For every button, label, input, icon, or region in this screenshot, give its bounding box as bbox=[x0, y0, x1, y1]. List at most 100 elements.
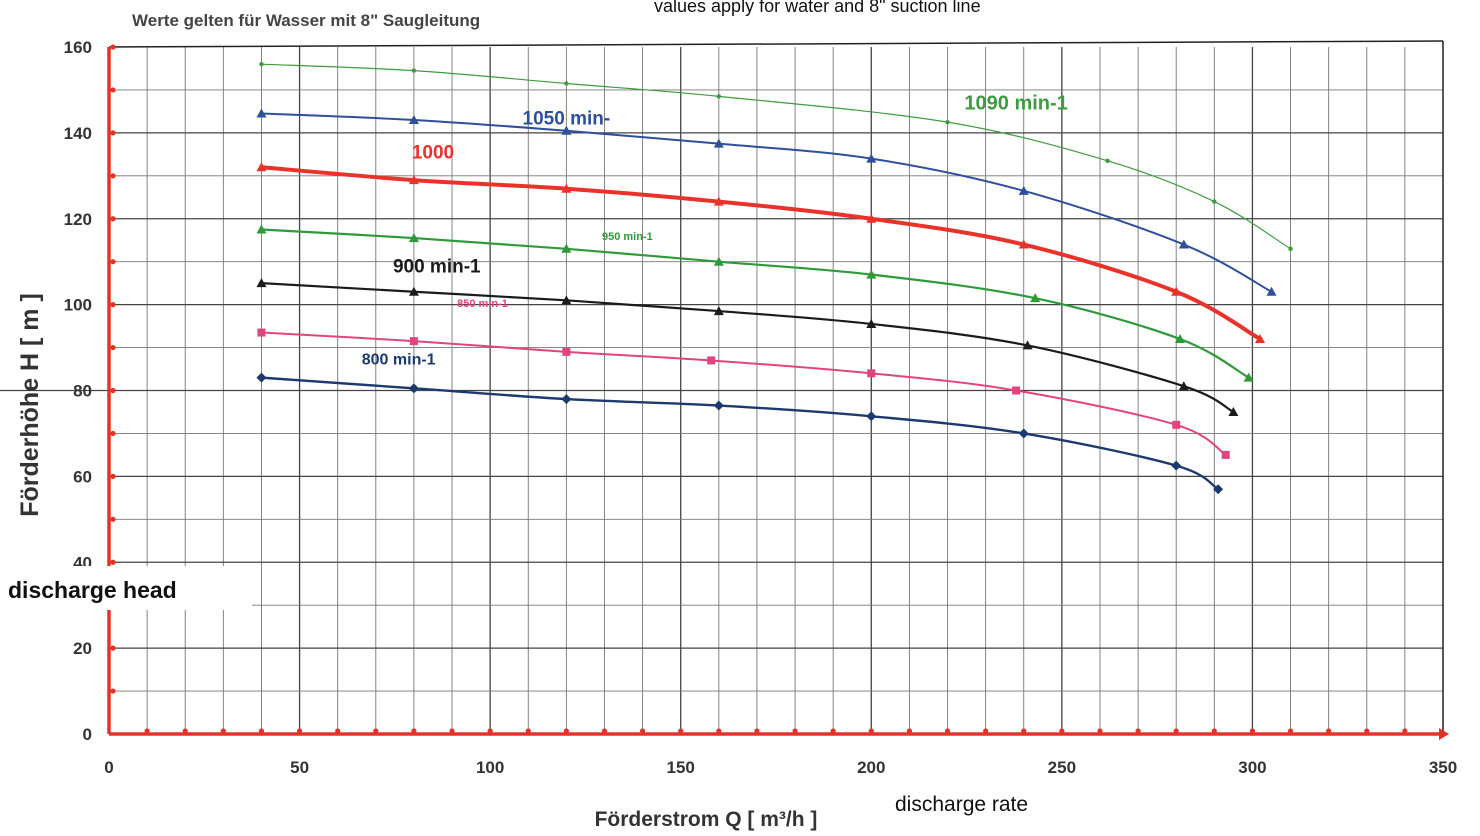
x-axis-tick-dot bbox=[411, 728, 417, 734]
data-point bbox=[408, 175, 419, 185]
data-point bbox=[1105, 158, 1110, 163]
data-point bbox=[1243, 372, 1254, 382]
x-axis-tick-dot bbox=[678, 728, 684, 734]
x-axis-tick-dot bbox=[1402, 728, 1408, 734]
series-line bbox=[261, 112, 1272, 293]
data-point bbox=[1221, 450, 1230, 459]
x-tick-label: 300 bbox=[1238, 758, 1266, 777]
data-point bbox=[1018, 239, 1029, 249]
y-axis-tick-dot bbox=[110, 344, 116, 351]
x-axis-tick-dot bbox=[944, 728, 951, 734]
y-axis-tick-dot bbox=[110, 302, 116, 308]
x-axis-label-en: discharge rate bbox=[895, 793, 1028, 816]
x-tick-label: 0 bbox=[104, 758, 113, 777]
y-axis-tick-dot bbox=[110, 688, 116, 694]
x-axis-tick-dot bbox=[868, 728, 874, 734]
data-point bbox=[1213, 484, 1224, 495]
x-axis-tick-dot bbox=[754, 728, 760, 734]
y-axis-tick-dot bbox=[110, 259, 116, 265]
y-axis-tick-dot bbox=[110, 216, 116, 222]
grid bbox=[0, 40, 1444, 734]
x-axis-tick-dot bbox=[1135, 728, 1141, 734]
data-point bbox=[411, 68, 417, 73]
series-line bbox=[261, 228, 1250, 379]
y-axis-tick-dot bbox=[110, 130, 116, 136]
x-tick-label: 100 bbox=[476, 758, 504, 777]
data-point bbox=[408, 286, 419, 296]
axes: 0 50 100 150 200 250 300 3500204060801001201401… bbox=[64, 38, 1458, 777]
x-axis-tick-dot bbox=[563, 728, 569, 734]
series-labels: 1090 min-1 1050 min- 1000 950 min-1 900 min-… bbox=[362, 92, 1068, 368]
x-axis-tick-dot bbox=[1249, 728, 1256, 734]
data-point bbox=[1171, 460, 1182, 471]
curve-label: 800 min-1 bbox=[362, 352, 436, 369]
y-axis-tick-dot bbox=[110, 473, 116, 479]
x-axis-tick-dot bbox=[601, 728, 608, 734]
data-point bbox=[1228, 406, 1239, 416]
x-axis-label: Förderstrom Q [ m³/h ] bbox=[595, 808, 818, 831]
data-point bbox=[564, 81, 569, 86]
y-axis-tick-dot bbox=[110, 44, 116, 50]
data-point bbox=[1288, 246, 1293, 252]
data-point bbox=[707, 356, 716, 365]
x-axis-tick-dot bbox=[716, 728, 722, 734]
x-axis-tick-dot bbox=[144, 728, 150, 734]
data-point bbox=[1212, 199, 1217, 204]
data-point bbox=[562, 347, 571, 356]
data-point bbox=[256, 224, 267, 234]
x-axis-tick-dot bbox=[1059, 728, 1065, 734]
data-point bbox=[256, 278, 267, 288]
data-point bbox=[867, 369, 876, 378]
x-axis-tick-dot bbox=[525, 728, 531, 734]
data-point bbox=[716, 94, 722, 99]
curve-label: 1000 bbox=[412, 143, 454, 164]
y-tick-label: 140 bbox=[64, 124, 92, 143]
y-tick-label: 0 bbox=[83, 725, 92, 744]
y-axis-label-en-background bbox=[0, 566, 252, 610]
y-axis-label-en: discharge head bbox=[8, 577, 177, 603]
data-point bbox=[561, 243, 572, 253]
data-point bbox=[866, 269, 877, 279]
data-point bbox=[256, 108, 267, 118]
data-point bbox=[257, 328, 266, 337]
curve-label: 1090 min-1 bbox=[964, 92, 1067, 114]
y-tick-label: 20 bbox=[73, 639, 92, 658]
chart-title: Werte gelten für Wasser mit 8" Saugleitu… bbox=[132, 11, 480, 30]
y-axis-tick-dot bbox=[110, 173, 116, 179]
data-point bbox=[1255, 333, 1266, 343]
y-tick-label: 120 bbox=[64, 210, 92, 229]
data-point bbox=[945, 119, 950, 125]
y-tick-label: 100 bbox=[64, 296, 92, 315]
x-axis-tick-dot bbox=[182, 728, 188, 734]
data-point bbox=[408, 233, 419, 243]
curve-label: 1050 min- bbox=[523, 108, 611, 129]
data-point bbox=[866, 213, 877, 223]
curve-label: 850 min-1 bbox=[457, 298, 508, 310]
y-axis-tick-dot bbox=[110, 559, 116, 565]
data-point bbox=[713, 306, 724, 316]
y-axis-tick-dot bbox=[110, 516, 116, 522]
curve-label: 950 min-1 bbox=[602, 231, 653, 243]
data-point bbox=[1178, 239, 1189, 249]
data-point bbox=[1266, 286, 1277, 296]
data-point bbox=[1172, 420, 1181, 429]
data-point bbox=[1018, 428, 1029, 439]
x-axis-tick-dot bbox=[1287, 728, 1294, 734]
x-axis-tick-dot bbox=[258, 728, 265, 734]
y-axis-tick-dot bbox=[110, 645, 116, 651]
data-point bbox=[1018, 185, 1029, 195]
plot-frame-top bbox=[108, 40, 1444, 48]
y-axis-tick-dot bbox=[110, 87, 116, 93]
y-axis-tick-dot bbox=[110, 430, 116, 437]
x-axis-tick-dot bbox=[296, 728, 303, 734]
x-tick-label: 150 bbox=[667, 758, 695, 777]
x-axis-tick-dot bbox=[792, 728, 798, 734]
x-tick-label: 350 bbox=[1429, 758, 1457, 777]
x-axis-tick-dot bbox=[830, 728, 836, 734]
y-axis-label: Förderhöhe H [ m ] bbox=[16, 293, 44, 517]
data-point bbox=[866, 411, 877, 422]
chart-subtitle: values apply for water and 8" suction li… bbox=[654, 0, 981, 16]
x-axis-tick-dot bbox=[1173, 728, 1179, 734]
series-line bbox=[261, 331, 1227, 456]
